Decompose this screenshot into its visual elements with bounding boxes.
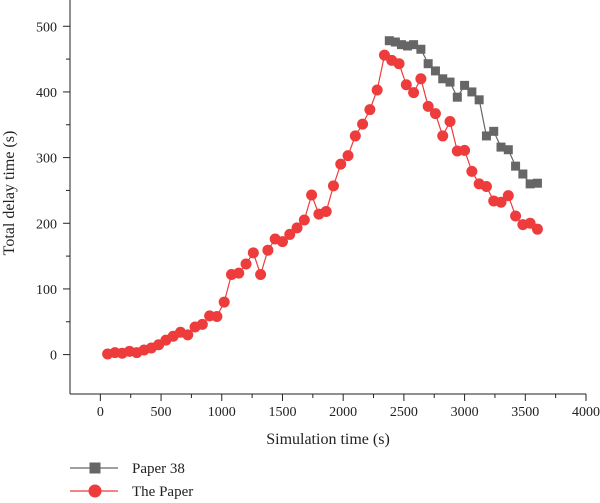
legend-marker [88, 484, 102, 498]
data-point-the-paper [524, 217, 536, 229]
legend: Paper 38 The Paper [70, 461, 193, 500]
x-tick-label: 0 [97, 405, 104, 420]
y-tick-label: 300 [36, 152, 57, 167]
data-point-paper-38 [416, 44, 426, 54]
data-point-the-paper [466, 165, 478, 177]
series-line-the-paper [107, 54, 538, 355]
data-point-the-paper [422, 100, 434, 112]
data-point-the-paper [502, 190, 514, 202]
data-point-the-paper [444, 115, 456, 127]
data-point-paper-38 [452, 92, 462, 102]
data-point-paper-38 [503, 145, 513, 155]
data-point-the-paper [408, 87, 420, 99]
y-tick-label: 100 [36, 283, 57, 298]
data-point-the-paper [480, 180, 492, 192]
data-point-the-paper [262, 244, 274, 256]
data-point-the-paper [357, 118, 369, 130]
data-point-the-paper [320, 205, 332, 217]
data-point-the-paper [327, 180, 339, 192]
data-point-paper-38 [396, 40, 406, 50]
legend-label: The Paper [132, 484, 193, 500]
y-tick-label: 400 [36, 86, 57, 101]
x-tick-label: 1000 [208, 405, 236, 420]
data-point-paper-38 [489, 126, 499, 136]
data-point-paper-38 [390, 37, 400, 47]
series-the-paper [102, 49, 543, 360]
x-tick-label: 500 [151, 405, 172, 420]
data-point-the-paper [415, 73, 427, 85]
y-axis-title: Total delay time (s) [1, 131, 18, 256]
legend-item-paper-38: Paper 38 [70, 461, 185, 477]
data-point-the-paper [255, 268, 267, 280]
series-paper-38 [384, 36, 542, 189]
data-point-paper-38 [511, 161, 521, 171]
data-point-paper-38 [518, 169, 528, 179]
data-point-the-paper [371, 84, 383, 96]
data-point-paper-38 [438, 74, 448, 84]
data-point-paper-38 [384, 36, 394, 46]
data-point-paper-38 [445, 77, 455, 87]
legend-item-the-paper: The Paper [70, 484, 193, 500]
data-point-the-paper [211, 311, 223, 323]
data-point-the-paper [437, 130, 449, 142]
series-layer [102, 36, 543, 360]
data-point-paper-38 [467, 87, 477, 97]
data-point-the-paper [335, 158, 347, 170]
data-point-the-paper [240, 258, 252, 270]
data-point-paper-38 [474, 95, 484, 105]
data-point-paper-38 [532, 178, 542, 188]
x-tick-label: 2500 [390, 405, 418, 420]
data-point-the-paper [429, 108, 441, 120]
data-point-the-paper [306, 189, 318, 201]
data-point-paper-38 [496, 142, 506, 152]
data-point-paper-38 [430, 66, 440, 76]
x-tick-label: 2000 [329, 405, 357, 420]
data-point-paper-38 [481, 131, 491, 141]
data-point-the-paper [291, 222, 303, 234]
data-point-the-paper [349, 130, 361, 142]
axes: 0 500 1000 1500 2000 2500 3000 3500 4000 0 100 200 3… [36, 0, 600, 420]
data-point-the-paper [531, 223, 543, 235]
data-point-paper-38 [409, 40, 419, 50]
legend-label: Paper 38 [132, 461, 185, 477]
data-point-the-paper [510, 210, 522, 222]
data-point-the-paper [298, 214, 310, 226]
x-tick-label: 1500 [268, 405, 296, 420]
data-point-the-paper [218, 296, 230, 308]
data-point-the-paper [400, 79, 412, 91]
y-tick-label: 500 [36, 20, 57, 35]
x-tick-label: 4000 [572, 405, 600, 420]
data-point-paper-38 [525, 179, 535, 189]
data-point-paper-38 [423, 59, 433, 69]
data-point-the-paper [247, 247, 259, 259]
data-point-the-paper [182, 329, 194, 341]
data-point-paper-38 [460, 80, 470, 90]
data-point-the-paper [196, 318, 208, 330]
data-point-paper-38 [403, 41, 413, 51]
data-point-the-paper [459, 144, 471, 156]
y-tick-label: 0 [50, 349, 57, 364]
data-point-the-paper [495, 196, 507, 208]
x-tick-label: 3000 [451, 405, 479, 420]
data-point-the-paper [284, 228, 296, 240]
x-axis-title: Simulation time (s) [266, 431, 390, 448]
data-point-the-paper [393, 58, 405, 70]
legend-marker [89, 462, 101, 474]
data-point-the-paper [233, 267, 245, 279]
data-point-the-paper [276, 236, 288, 248]
y-tick-label: 200 [36, 217, 57, 232]
data-point-the-paper [342, 150, 354, 162]
data-point-the-paper [364, 104, 376, 116]
x-tick-label: 3500 [511, 405, 539, 420]
